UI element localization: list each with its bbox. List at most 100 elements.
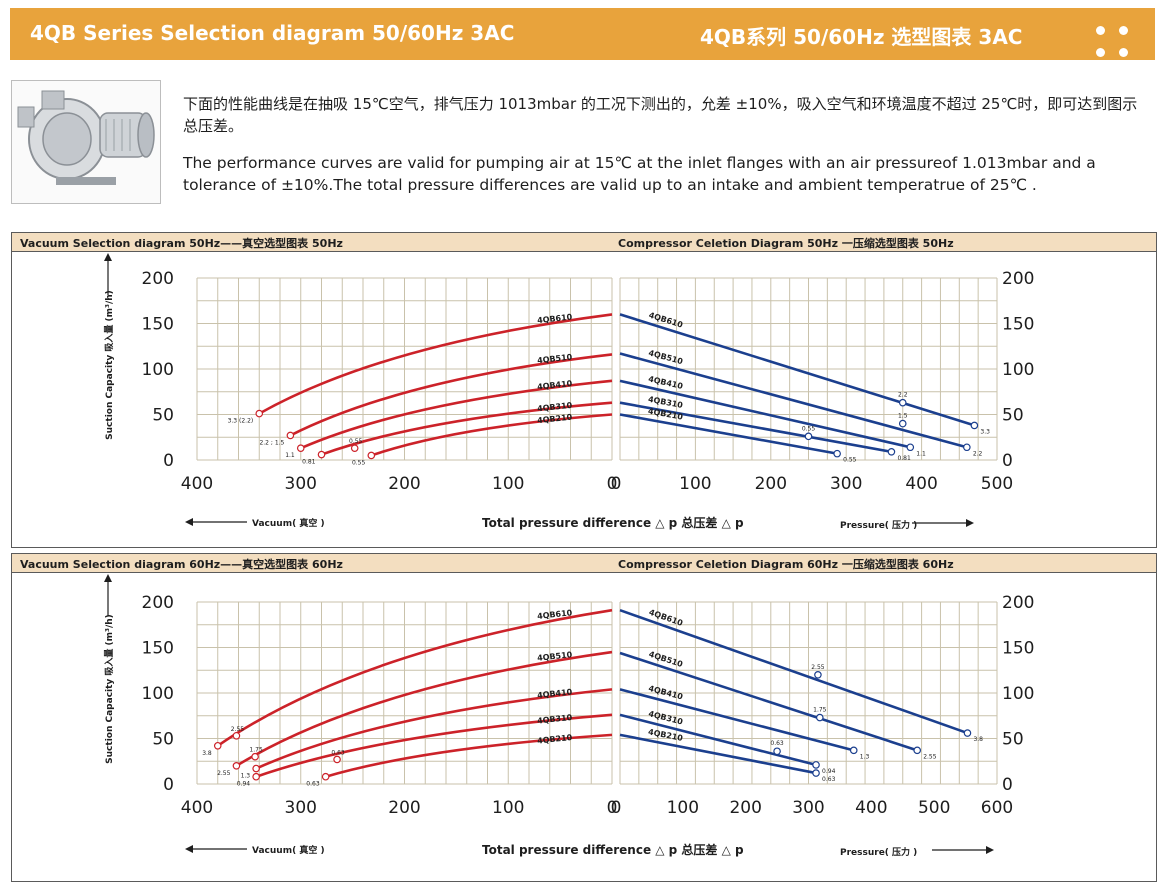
- y-tick-label-right: 0: [1002, 775, 1013, 795]
- pressure-marker-label: 0.81: [897, 455, 911, 462]
- vacuum-curve-4qb510: [289, 353, 613, 437]
- vacuum-series-label: 4QB510: [537, 650, 573, 663]
- pressure-marker-label: 2.2: [898, 392, 908, 399]
- y-tick-label-left: 150: [142, 639, 174, 659]
- y-tick-label-right: 100: [1002, 684, 1034, 704]
- pressure-curve-4qb310: [619, 713, 817, 767]
- vacuum-series-label: 4QB610: [537, 608, 573, 621]
- y-tick-label-right: 150: [1002, 315, 1034, 335]
- vacuum-curve-4qb410: [300, 379, 613, 450]
- y-tick-label-left: 200: [142, 269, 174, 289]
- pressure-mid-marker: [804, 432, 813, 441]
- pressure-mid-marker: [814, 671, 822, 679]
- vacuum-mid-marker: [251, 752, 259, 761]
- y-axis-arrow-head: [104, 253, 112, 261]
- vacuum-series-label: 4QB410: [537, 379, 573, 392]
- vacuum-marker-label: 1.1: [285, 452, 295, 459]
- pressure-end-marker: [812, 769, 820, 777]
- vacuum-series-label: 4QB610: [537, 312, 573, 325]
- vacuum-end-marker: [367, 451, 376, 460]
- pressure-end-marker: [887, 448, 896, 456]
- pressure-marker-label: 0.55: [802, 425, 816, 432]
- y-tick-label-left: 150: [142, 315, 174, 335]
- pressure-curve-4qb310: [619, 401, 892, 454]
- pressure-end-marker: [833, 449, 841, 458]
- y-tick-label-left: 200: [142, 593, 174, 613]
- pressure-marker-label: 1.5: [898, 413, 908, 420]
- chart-panel-50hz: Vacuum Selection diagram 50Hz——真空选型图表 50…: [11, 232, 1157, 548]
- y-tick-label-right: 100: [1002, 360, 1034, 380]
- x-tick-label-origin: 0: [611, 798, 622, 818]
- vacuum-series-label: 4QB210: [537, 413, 573, 426]
- pressure-marker-label: 1.3: [860, 753, 870, 760]
- pressure-curve-4qb610: [619, 313, 975, 427]
- pressure-marker-label: 3.8: [973, 736, 983, 743]
- pressure-marker-label: 2.55: [811, 664, 825, 671]
- pressure-end-marker: [849, 746, 858, 755]
- vacuum-series-label: 4QB510: [537, 353, 573, 366]
- pressure-marker-label: 1.75: [813, 707, 827, 714]
- pressure-marker-label: 0.63: [822, 776, 836, 783]
- vacuum-arrow-head: [185, 845, 193, 853]
- pressure-label: Pressure( 压力 ): [840, 519, 917, 531]
- pressure-end-marker: [963, 443, 971, 452]
- vacuum-end-marker: [296, 444, 305, 452]
- pressure-curve-4qb410: [619, 379, 911, 449]
- chart-panel-60hz: Vacuum Selection diagram 60Hz——真空选型图表 60…: [11, 553, 1157, 882]
- x-tick-label-pressure: 300: [792, 798, 824, 818]
- pressure-curve-4qb410: [619, 688, 855, 752]
- compressor-diagram-title: Compressor Celetion Diagram 50Hz 一压缩选型图表…: [618, 237, 954, 250]
- pressure-mid-marker: [898, 419, 907, 428]
- pressure-end-marker: [963, 729, 972, 737]
- pressure-marker-label: 0.94: [822, 768, 836, 775]
- panel-title-bar: Vacuum Selection diagram 60Hz——真空选型图表 60…: [12, 554, 1156, 573]
- y-tick-label-left: 100: [142, 684, 174, 704]
- x-tick-label-pressure: 100: [667, 798, 699, 818]
- vacuum-marker-label: 2.55: [217, 770, 231, 777]
- y-axis-label: Suction Capacity 吸入量 (m³/h): [103, 614, 115, 764]
- x-tick-label-vacuum: 400: [181, 474, 213, 494]
- vacuum-mid-marker: [232, 731, 241, 740]
- x-axis-label: Total pressure difference △ p 总压差 △ p: [482, 515, 744, 530]
- x-tick-label-vacuum: 200: [388, 474, 420, 494]
- pressure-marker-label: 2.2: [973, 450, 983, 457]
- x-tick-label-vacuum: 100: [492, 474, 524, 494]
- pressure-end-marker: [906, 443, 915, 452]
- vacuum-curve-4qb310: [255, 713, 613, 778]
- intro-text-en: The performance curves are valid for pum…: [183, 154, 1096, 194]
- x-tick-label-origin: 0: [611, 474, 622, 494]
- vacuum-marker-label: 3.8: [202, 750, 212, 757]
- vacuum-curve-4qb410: [255, 688, 613, 770]
- y-tick-label-left: 0: [163, 451, 174, 471]
- vacuum-curve-4qb510: [235, 650, 613, 767]
- vacuum-end-marker: [286, 431, 295, 440]
- vacuum-curve-4qb610: [258, 313, 613, 415]
- vacuum-curve-4qb210: [370, 413, 613, 457]
- vacuum-label: Vacuum( 真空 ): [252, 517, 325, 529]
- y-tick-label-left: 50: [152, 730, 174, 750]
- pressure-end-marker: [970, 421, 979, 430]
- vacuum-mid-marker: [333, 755, 341, 764]
- vacuum-end-marker: [317, 450, 326, 459]
- vacuum-series-label: 4QB210: [537, 733, 573, 746]
- y-tick-label-right: 50: [1002, 406, 1024, 426]
- vacuum-arrow-head: [185, 518, 193, 526]
- x-tick-label-vacuum: 0: [607, 474, 618, 494]
- panel-title-bar: Vacuum Selection diagram 50Hz——真空选型图表 50…: [12, 233, 1156, 252]
- vacuum-marker-label: 3.3 (2.2): [228, 418, 254, 425]
- pressure-end-marker: [913, 746, 922, 755]
- x-tick-label-vacuum: 400: [181, 798, 213, 818]
- pressure-arrow-head: [966, 519, 974, 527]
- vacuum-curve-4qb210: [325, 733, 613, 778]
- x-tick-label-pressure: 200: [729, 798, 761, 818]
- product-image: [11, 80, 161, 204]
- x-tick-label-pressure: 600: [981, 798, 1013, 818]
- pressure-marker-label: 0.63: [770, 740, 784, 747]
- y-axis-arrow-head: [104, 574, 112, 582]
- vacuum-series-label: 4QB410: [537, 687, 573, 700]
- pressure-curve-4qb510: [619, 352, 968, 449]
- pressure-curve-4qb510: [619, 651, 918, 752]
- y-tick-label-right: 50: [1002, 730, 1024, 750]
